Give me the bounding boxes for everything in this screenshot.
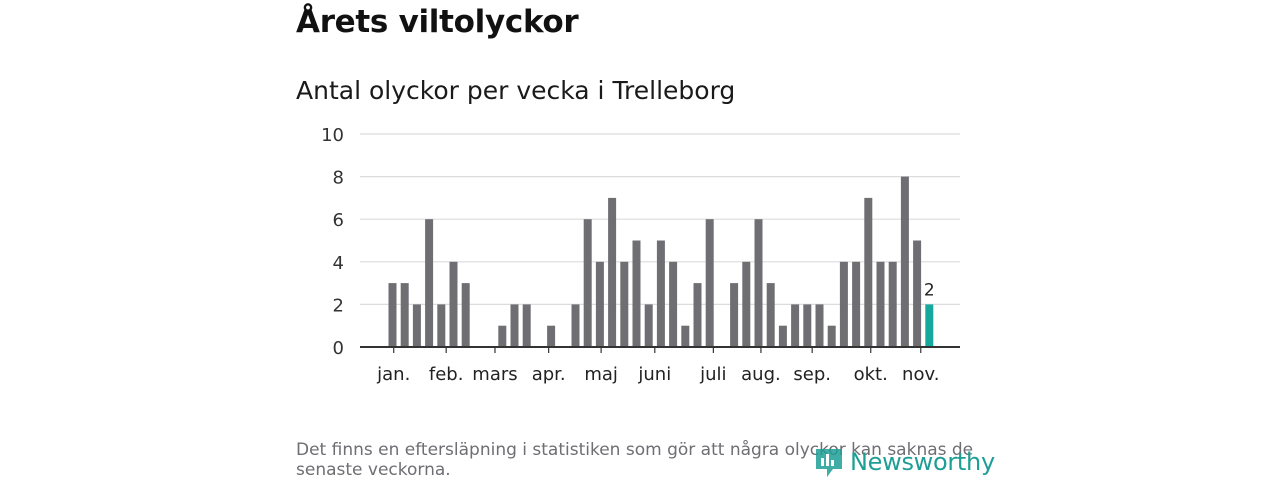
bar	[705, 219, 714, 347]
bar	[425, 219, 434, 347]
y-tick-label: 6	[333, 210, 344, 231]
x-tick-label: juli	[699, 364, 726, 385]
bar	[803, 304, 812, 347]
bar	[900, 176, 909, 347]
bar	[461, 283, 470, 347]
last-value-label: 2	[924, 280, 935, 300]
x-tick-label: apr.	[532, 364, 566, 385]
bar	[852, 261, 861, 347]
bar	[595, 261, 604, 347]
bar	[644, 304, 653, 347]
x-tick-label: mars	[472, 364, 517, 385]
bar	[547, 325, 556, 347]
newsworthy-logo-icon	[816, 449, 842, 477]
bars	[388, 176, 934, 347]
x-tick-label: nov.	[902, 364, 939, 385]
x-tick-label: jan.	[376, 364, 410, 385]
bar	[864, 197, 873, 347]
bar	[693, 283, 702, 347]
data-labels: 2	[924, 280, 935, 300]
bar	[839, 261, 848, 347]
x-axis-ticks: jan. feb. mars apr. maj juni juli aug. sep. okt. n…	[376, 347, 939, 385]
bar	[754, 219, 763, 347]
x-tick-label: juni	[637, 364, 671, 385]
y-tick-label: 10	[321, 125, 344, 146]
y-tick-label: 8	[333, 168, 344, 189]
y-tick-label: 4	[333, 253, 344, 274]
bar	[815, 304, 824, 347]
bar	[498, 325, 507, 347]
x-tick-label: sep.	[793, 364, 831, 385]
x-tick-label: aug.	[741, 364, 781, 385]
bar	[730, 283, 739, 347]
bar	[608, 197, 617, 347]
bar	[437, 304, 446, 347]
bar	[522, 304, 531, 347]
bar	[791, 304, 800, 347]
x-tick-label: feb.	[429, 364, 464, 385]
bar	[913, 240, 922, 347]
x-tick-label: okt.	[854, 364, 888, 385]
bar-chart: 0 2 4 6 8 10 jan. feb. mars apr. maj juni juli aug. s…	[321, 125, 960, 385]
bar	[510, 304, 519, 347]
bar	[876, 261, 885, 347]
bar	[681, 325, 690, 347]
bar	[388, 283, 397, 347]
bar	[583, 219, 592, 347]
x-tick-label: maj	[584, 364, 618, 385]
chart-subtitle: Antal olyckor per vecka i Trelleborg	[296, 76, 736, 105]
bar	[632, 240, 641, 347]
bar	[656, 240, 665, 347]
brand-logo: Newsworthy	[814, 444, 995, 480]
brand-name: Newsworthy	[850, 448, 995, 476]
chart-title: Årets viltolyckor	[296, 4, 579, 40]
bar-current-week	[925, 304, 934, 347]
bar	[400, 283, 409, 347]
bar	[571, 304, 580, 347]
bar	[888, 261, 897, 347]
y-tick-label: 2	[333, 295, 344, 316]
bar	[827, 325, 836, 347]
footnote: Det finns en eftersläpning i statistiken…	[296, 440, 974, 480]
y-tick-label: 0	[333, 338, 344, 359]
bar	[412, 304, 421, 347]
bar	[669, 261, 678, 347]
bar	[620, 261, 629, 347]
bar	[778, 325, 787, 347]
y-axis-ticks: 0 2 4 6 8 10	[321, 125, 344, 359]
bar	[766, 283, 775, 347]
bar	[742, 261, 751, 347]
bar	[449, 261, 458, 347]
